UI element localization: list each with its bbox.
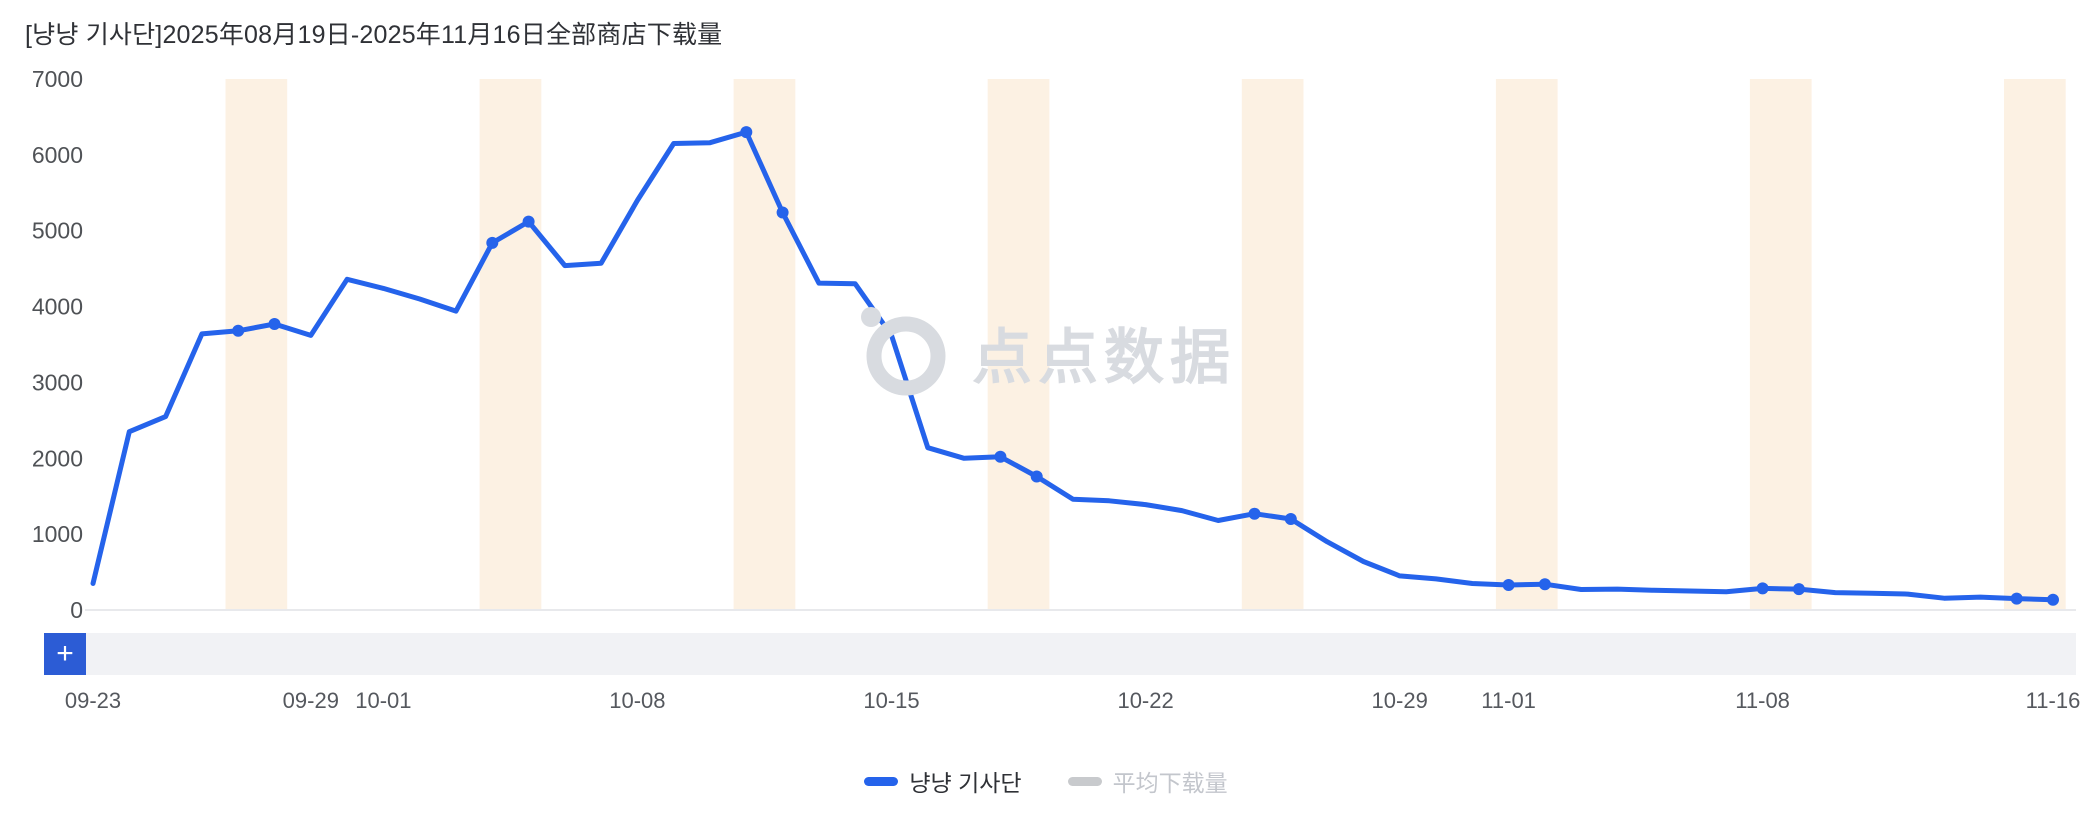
range-slider-track[interactable] [86, 633, 2076, 675]
data-point-marker [994, 450, 1007, 463]
legend-label: 平均下载量 [1112, 770, 1228, 796]
range-slider: + [44, 633, 2076, 675]
x-axis-label: 10-01 [355, 688, 412, 713]
legend-item-series[interactable]: 냥냥 기사단 [864, 764, 1022, 798]
legend-item-average[interactable]: 平均下载量 [1067, 764, 1228, 798]
x-axis-label: 10-29 [1371, 688, 1428, 713]
x-axis-label: 09-29 [282, 688, 339, 713]
data-point-marker [1756, 582, 1769, 595]
data-point-marker [740, 126, 753, 139]
weekend-band [2004, 79, 2066, 610]
data-point-marker [268, 318, 281, 330]
data-point-marker [2010, 592, 2023, 605]
x-axis-label: 11-16 [2025, 688, 2081, 713]
x-axis-label: 10-15 [863, 688, 920, 713]
y-axis-label: 0 [70, 597, 83, 623]
data-point-marker [776, 206, 789, 219]
weekend-band [1241, 79, 1304, 610]
data-point-marker [232, 324, 245, 337]
weekend-band [1749, 79, 1812, 610]
y-axis-label: 3000 [32, 369, 83, 395]
x-axis: 09-23 09-29 10-01 10-08 10-15 10-22 10-29 11-01… [0, 688, 2092, 720]
y-axis-label: 5000 [32, 218, 83, 244]
data-point-marker [486, 236, 499, 249]
weekend-band [733, 79, 796, 610]
y-axis-label: 6000 [32, 142, 83, 168]
x-axis-label: 10-22 [1117, 688, 1174, 713]
series-line [90, 129, 2056, 603]
legend-swatch-blue [864, 776, 899, 786]
data-point-marker [1284, 513, 1297, 525]
data-point-marker [2047, 593, 2059, 606]
data-point-marker [1248, 507, 1261, 520]
data-point-marker [1502, 579, 1515, 591]
legend-label: 냥냥 기사단 [909, 770, 1022, 796]
weekend-band [225, 79, 288, 610]
chart-legend: 냥냥 기사단 平均下载量 [0, 764, 2092, 798]
legend-swatch-gray [1067, 776, 1102, 786]
y-axis-label: 7000 [32, 66, 83, 92]
data-point-marker [1030, 470, 1043, 483]
chart-title: [냥냥 기사단]2025年08月19日-2025年11月16日全部商店下载量 [25, 21, 723, 49]
x-axis-label: 11-08 [1735, 688, 1790, 713]
y-axis-label: 1000 [32, 521, 83, 547]
weekend-band [1495, 79, 1558, 610]
y-axis-label: 4000 [32, 294, 83, 320]
data-point-marker [522, 215, 535, 228]
weekend-band [479, 79, 542, 610]
data-point-marker [1538, 578, 1551, 591]
data-point-marker [1792, 583, 1805, 596]
x-axis-label: 11-01 [1481, 688, 1536, 713]
y-axis-label: 2000 [32, 445, 83, 471]
x-axis-label: 10-08 [609, 688, 666, 713]
zoom-in-button[interactable]: + [44, 633, 86, 675]
x-axis-label: 09-23 [64, 688, 122, 713]
weekend-band [987, 79, 1050, 610]
